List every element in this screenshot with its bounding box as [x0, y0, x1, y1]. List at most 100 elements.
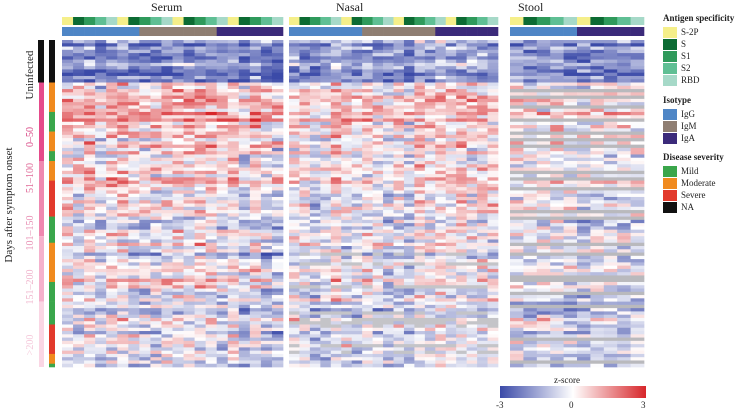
heatmap-cell [603, 213, 618, 217]
heatmap-cell [271, 167, 284, 172]
heatmap-cell [161, 180, 173, 185]
heatmap-cell [523, 196, 538, 201]
heatmap-cell [183, 337, 195, 342]
heatmap-cell [603, 138, 618, 142]
heatmap-cell [330, 301, 342, 306]
heatmap-cell [477, 167, 488, 172]
heatmap-cell [393, 174, 405, 178]
heatmap-cell [260, 327, 273, 332]
heatmap-cell [183, 311, 195, 316]
heatmap-cell [309, 151, 321, 155]
heatmap-cell [320, 262, 332, 266]
heatmap-cell [139, 200, 151, 204]
heatmap-cell [383, 285, 394, 289]
heatmap-cell [161, 92, 173, 96]
heatmap-cell [249, 337, 262, 342]
heatmap-cell [249, 275, 262, 280]
heatmap-cell [216, 232, 229, 237]
heatmap-cell [216, 360, 229, 365]
heatmap-cell [456, 196, 467, 201]
heatmap-cell [477, 311, 488, 316]
heatmap-cell [320, 141, 332, 145]
heatmap-cell [139, 53, 151, 57]
heatmap-cell [445, 98, 457, 103]
heatmap-cell [238, 288, 251, 293]
heatmap-cell [393, 288, 405, 293]
heatmap-cell [62, 285, 74, 289]
heatmap-cell [309, 144, 321, 149]
heatmap-cell [341, 363, 353, 368]
heatmap-cell [309, 183, 321, 188]
heatmap-cell [341, 249, 353, 253]
heatmap-cell [341, 102, 353, 106]
heatmap-cell [216, 160, 229, 165]
heatmap-cell [445, 291, 457, 296]
heatmap-cell [84, 177, 96, 181]
heatmap-cell [238, 334, 251, 338]
heatmap-cell [603, 304, 618, 309]
heatmap-cell [161, 187, 173, 191]
heatmap-cell [260, 249, 273, 253]
heatmap-cell [523, 265, 538, 270]
heatmap-cell [84, 174, 96, 178]
heatmap-cell [372, 40, 384, 44]
heatmap-cell [320, 177, 332, 181]
heatmap-cell [456, 314, 467, 319]
heatmap-cell [227, 164, 240, 168]
heatmap-cell [183, 272, 195, 276]
heatmap-cell [194, 82, 206, 87]
heatmap-cell [523, 203, 538, 208]
heatmap-cell [62, 174, 74, 178]
heatmap-cell [424, 95, 436, 100]
heatmap-cell [161, 69, 173, 74]
heatmap-cell [205, 223, 218, 227]
heatmap-cell [603, 167, 618, 172]
heatmap-cell [477, 232, 488, 237]
heatmap-cell [139, 206, 151, 211]
heatmap-cell [351, 190, 363, 195]
heatmap-cell [73, 72, 85, 77]
heatmap-cell [466, 115, 478, 119]
heatmap-cell [73, 331, 85, 335]
heatmap-cell [194, 167, 206, 172]
heatmap-cell [128, 89, 140, 93]
heatmap-cell [510, 242, 524, 247]
heatmap-cell [128, 85, 140, 90]
heatmap-cell [617, 226, 631, 231]
heatmap-cell [414, 174, 426, 178]
heatmap-cell [393, 242, 405, 247]
heatmap-cell [62, 314, 74, 319]
heatmap-cell [183, 144, 195, 149]
heatmap-cell [172, 223, 184, 227]
heatmap-cell [351, 200, 363, 204]
heatmap-cell [299, 62, 311, 67]
heatmap-cell [161, 350, 173, 355]
heatmap-cell [590, 226, 605, 231]
heatmap-cell [227, 262, 240, 266]
heatmap-cell [330, 363, 342, 368]
heatmap-cell [563, 262, 578, 266]
heatmap-cell [341, 154, 353, 159]
heatmap-cell [523, 236, 538, 240]
heatmap-cell [577, 304, 591, 309]
heatmap-cell [523, 43, 538, 47]
heatmap-cell [249, 193, 262, 198]
heatmap-cell [630, 226, 645, 231]
heatmap-cell [62, 49, 74, 54]
heatmap-cell [161, 118, 173, 123]
heatmap-cell [299, 128, 311, 132]
heatmap-cell [84, 347, 96, 351]
heatmap-cell [523, 311, 538, 316]
heatmap-cell [435, 278, 447, 283]
heatmap-cell [194, 291, 206, 296]
heatmap-cell [362, 131, 373, 136]
heatmap-cell [435, 268, 447, 273]
heatmap-cell [238, 75, 251, 80]
heatmap-cell [372, 268, 384, 273]
heatmap-cell [172, 69, 184, 74]
heatmap-cell [590, 72, 605, 77]
heatmap-cell [362, 196, 373, 201]
heatmap-cell [289, 53, 300, 57]
heatmap-cell [383, 102, 394, 106]
heatmap-cell [393, 232, 405, 237]
